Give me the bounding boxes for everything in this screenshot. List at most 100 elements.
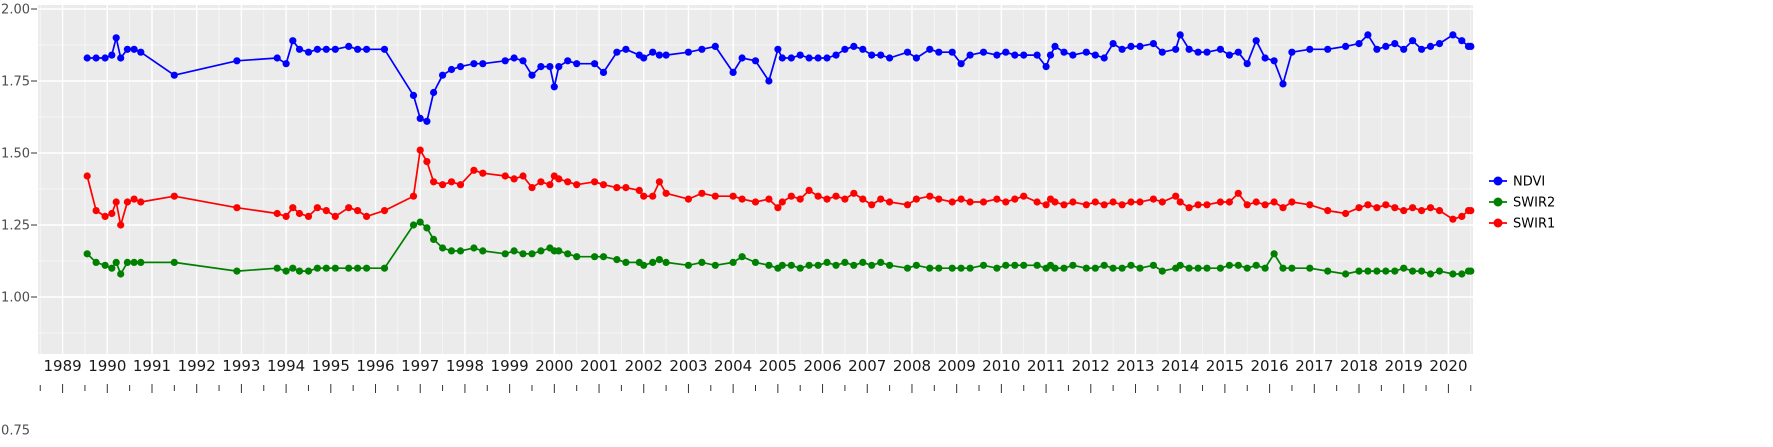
series-line xyxy=(86,221,1471,275)
data-point xyxy=(423,158,431,166)
data-point xyxy=(528,71,536,79)
data-point xyxy=(655,256,664,264)
data-point xyxy=(354,264,362,272)
y-tick-label: 1.75 xyxy=(1,75,30,90)
x-axis-ticks xyxy=(39,384,1472,393)
data-point xyxy=(698,189,706,197)
data-point xyxy=(1261,54,1269,62)
data-point xyxy=(564,178,572,186)
data-point xyxy=(1391,267,1399,275)
x-tick-label: 2001 xyxy=(580,357,618,375)
data-point xyxy=(640,192,648,200)
data-point xyxy=(859,258,867,266)
data-point xyxy=(1060,201,1068,209)
data-point xyxy=(1373,204,1381,212)
data-point xyxy=(1051,198,1059,206)
data-point xyxy=(439,181,447,189)
data-point xyxy=(993,264,1001,272)
data-point xyxy=(805,261,813,269)
data-point xyxy=(1435,267,1444,275)
y-tick-label: 0.75 xyxy=(1,424,30,439)
gridlines xyxy=(38,5,1473,354)
data-point xyxy=(1118,264,1126,272)
data-point xyxy=(1060,264,1068,272)
data-point xyxy=(295,209,304,218)
data-point xyxy=(501,57,509,65)
data-point xyxy=(886,261,894,269)
data-point xyxy=(599,181,608,189)
data-point xyxy=(1409,204,1417,212)
data-point xyxy=(1091,51,1099,59)
data-point xyxy=(1136,42,1144,51)
data-point xyxy=(170,192,178,200)
data-point xyxy=(1234,261,1242,269)
data-point xyxy=(550,83,558,91)
data-point xyxy=(92,54,100,62)
data-point xyxy=(979,198,988,206)
data-point xyxy=(684,261,693,269)
data-point xyxy=(510,54,518,62)
data-point xyxy=(423,117,431,125)
series-line xyxy=(86,149,1471,226)
data-point xyxy=(765,77,773,85)
data-point xyxy=(273,54,281,62)
x-tick-label: 1997 xyxy=(401,357,439,375)
data-point xyxy=(1136,264,1144,272)
data-point xyxy=(1435,207,1444,215)
data-point xyxy=(1364,201,1372,209)
data-point xyxy=(903,264,912,272)
x-tick-label: 1999 xyxy=(491,357,529,375)
data-point xyxy=(354,45,362,53)
data-point xyxy=(1011,51,1019,59)
data-point xyxy=(1324,207,1332,215)
series-line xyxy=(87,34,1471,123)
data-point xyxy=(1364,31,1372,39)
data-point xyxy=(957,264,965,272)
data-point xyxy=(823,195,831,203)
data-point xyxy=(117,221,125,229)
data-point xyxy=(1194,264,1202,272)
data-point xyxy=(1400,45,1408,53)
data-point xyxy=(313,204,321,212)
data-point xyxy=(1355,267,1363,275)
data-point xyxy=(447,65,456,74)
data-point xyxy=(345,204,353,212)
data-point xyxy=(519,172,527,180)
data-point xyxy=(979,48,988,56)
data-point xyxy=(510,247,518,255)
data-point xyxy=(282,60,290,68)
data-point xyxy=(1069,198,1077,206)
data-point xyxy=(564,57,572,65)
data-point xyxy=(765,261,773,269)
data-point xyxy=(1136,198,1144,206)
data-point xyxy=(380,45,389,53)
data-point xyxy=(430,88,438,97)
x-tick-label: 1992 xyxy=(178,357,216,375)
data-point xyxy=(1185,45,1193,53)
legend-item: SWIR1 xyxy=(1489,217,1555,232)
data-point xyxy=(751,258,760,266)
data-point xyxy=(1306,201,1314,209)
data-point xyxy=(912,261,921,269)
data-point xyxy=(684,48,693,56)
data-point xyxy=(868,51,876,59)
data-point xyxy=(1109,198,1117,206)
data-point xyxy=(564,250,572,258)
data-point xyxy=(1418,267,1426,275)
data-point xyxy=(832,261,840,269)
data-point xyxy=(796,264,804,272)
data-point xyxy=(622,45,630,53)
data-point xyxy=(1306,45,1314,53)
data-point xyxy=(778,54,786,62)
data-point xyxy=(1100,54,1108,62)
data-point xyxy=(1149,261,1157,269)
x-tick-label: 2010 xyxy=(982,357,1020,375)
data-point xyxy=(1426,42,1435,51)
data-point xyxy=(935,48,943,56)
x-tick-label: 1993 xyxy=(222,357,260,375)
data-point xyxy=(1069,261,1077,269)
legend-label: SWIR2 xyxy=(1513,196,1555,211)
data-point xyxy=(439,71,447,79)
data-point xyxy=(1373,267,1381,275)
